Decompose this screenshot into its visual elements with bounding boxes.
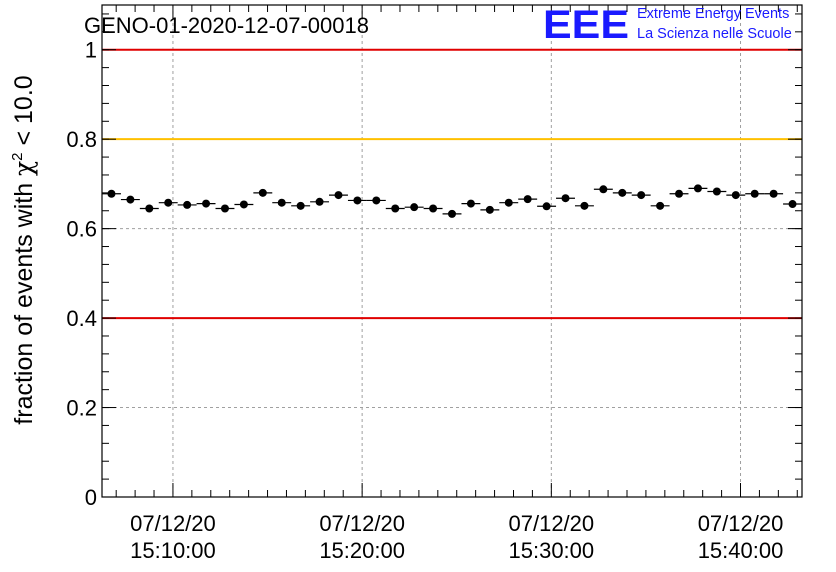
chart-title: GENO-01-2020-12-07-00018 [84,13,369,38]
data-point [353,196,362,205]
data-point [391,204,400,213]
eee-logo: EEE Extreme Energy Events La Scienza nel… [543,3,792,47]
data-point [183,200,192,209]
data-point [429,204,438,213]
grid-lines [102,5,802,497]
data-point [637,191,646,200]
y-tick-label: 1 [85,38,97,63]
x-tick-label-time: 15:30:00 [509,538,595,563]
y-tick-label: 0 [85,485,97,510]
data-point [712,187,721,196]
data-point [107,189,116,198]
data-point [202,199,211,208]
data-point [788,200,797,209]
y-tick-label: 0.6 [66,217,97,242]
data-point [769,189,778,198]
data-point [485,205,494,214]
data-point [542,202,551,211]
data-point [145,204,154,213]
data-point [656,201,665,210]
x-tick-label-time: 15:20:00 [319,538,405,563]
data-point [164,198,173,207]
data-point [277,198,286,207]
logo-letters: EEE [543,3,629,47]
x-tick-label-time: 15:10:00 [130,538,216,563]
logo-line1: Extreme Energy Events [637,6,789,22]
data-point [466,199,475,208]
x-tick-label-date: 07/12/20 [698,511,784,536]
data-point [731,191,740,200]
data-point [599,185,608,194]
x-tick-label-time: 15:40:00 [698,538,784,563]
data-point [258,188,267,197]
x-tick-label-date: 07/12/20 [130,511,216,536]
data-points [102,184,802,218]
data-point [410,203,419,212]
plot-frame [101,4,803,498]
y-axis-label: fraction of events with χ2 < 10.0 [9,75,38,424]
data-point [334,191,343,200]
x-tick-label-date: 07/12/20 [319,511,405,536]
data-point [372,196,381,205]
y-tick-label: 0.2 [66,396,97,421]
data-point [448,209,456,218]
data-point [580,201,589,210]
data-point [618,188,627,197]
data-point [693,184,702,193]
data-point [315,197,324,206]
data-point [296,201,305,210]
y-tick-label: 0.4 [66,306,97,331]
data-point [220,204,229,213]
data-point [504,198,513,207]
reference-lines [102,48,802,320]
logo-line2: La Scienza nelle Scuole [637,26,792,42]
data-point [561,194,570,203]
data-point [126,195,135,204]
y-tick-label: 0.8 [66,127,97,152]
data-point [750,189,759,198]
data-point [675,189,684,198]
axes: 00.20.40.60.8107/12/2015:10:0007/12/2015… [66,5,802,563]
x-tick-label-date: 07/12/20 [509,511,595,536]
data-point [523,195,532,204]
data-point [239,200,248,209]
